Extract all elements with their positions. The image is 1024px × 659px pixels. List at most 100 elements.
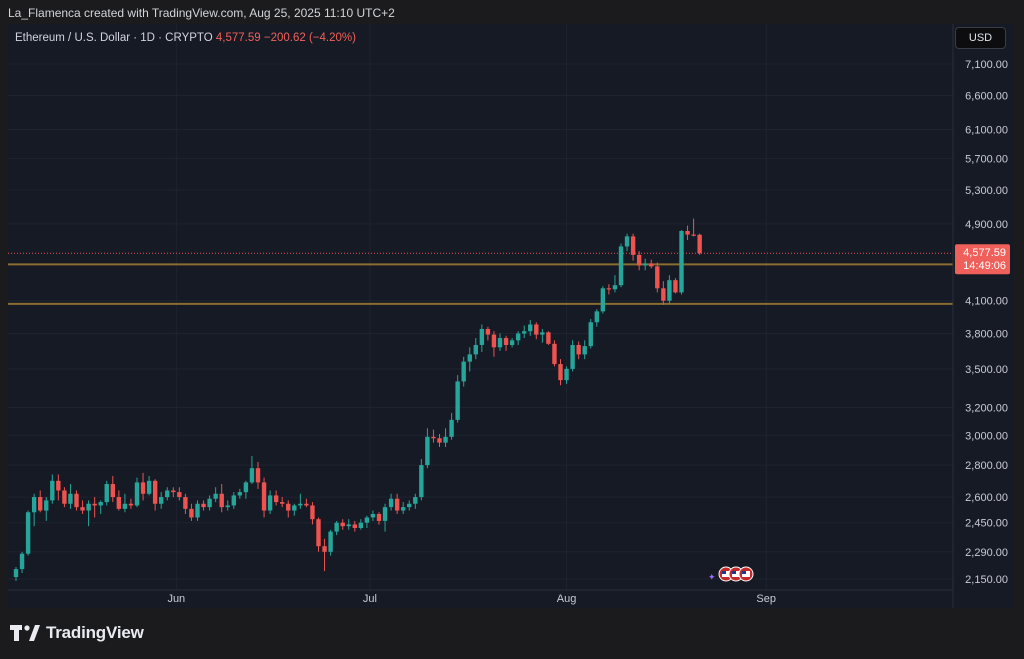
candle bbox=[697, 233, 702, 255]
candle bbox=[286, 500, 291, 518]
candle bbox=[80, 500, 85, 514]
candle-body bbox=[273, 495, 279, 503]
candle-body bbox=[636, 254, 642, 266]
levels-layer bbox=[8, 252, 953, 305]
candle-body bbox=[624, 236, 630, 247]
candle-body bbox=[346, 524, 351, 527]
candle-body bbox=[286, 503, 291, 511]
candle-body bbox=[407, 503, 412, 508]
candle bbox=[340, 519, 345, 530]
candle bbox=[219, 484, 224, 513]
candle-body bbox=[261, 482, 267, 511]
candle bbox=[431, 429, 436, 443]
price-chart[interactable]: 2,150.00 2,290.00 2,450.00 2,600.00 2,800.00… bbox=[8, 24, 1014, 608]
candle bbox=[612, 275, 618, 293]
flag-canton bbox=[722, 571, 726, 574]
time-tick-label: Sep bbox=[756, 593, 776, 605]
candle bbox=[594, 309, 599, 327]
candle-body bbox=[522, 331, 527, 334]
candle bbox=[189, 503, 194, 521]
candle bbox=[195, 500, 200, 521]
candle bbox=[225, 500, 230, 511]
candle-body bbox=[473, 344, 478, 355]
candle bbox=[104, 480, 109, 506]
candle bbox=[558, 359, 563, 386]
price-tick-label: 3,500.00 bbox=[965, 364, 1008, 376]
price-tick-label: 5,700.00 bbox=[965, 154, 1008, 166]
candle-body bbox=[401, 507, 406, 511]
candle-body bbox=[195, 503, 200, 518]
candle-body bbox=[509, 340, 515, 345]
price-tick-label: 3,200.00 bbox=[965, 403, 1008, 415]
price-tick-label: 2,450.00 bbox=[965, 518, 1008, 530]
time-tick-label: Jun bbox=[167, 593, 185, 605]
candle bbox=[25, 510, 31, 556]
candle bbox=[606, 284, 612, 295]
candle-body bbox=[630, 236, 636, 255]
candle bbox=[273, 490, 279, 506]
candle-body bbox=[249, 468, 255, 483]
time-tick-label: Aug bbox=[557, 593, 577, 605]
candle-body bbox=[467, 354, 472, 362]
candle bbox=[316, 517, 321, 552]
candle-body bbox=[570, 344, 575, 369]
candle-body bbox=[304, 503, 309, 506]
candle-body bbox=[334, 522, 339, 532]
candle-body bbox=[116, 497, 122, 509]
candle bbox=[346, 519, 351, 530]
candle bbox=[280, 497, 285, 508]
candle-body bbox=[98, 502, 103, 506]
candle bbox=[231, 492, 236, 509]
candle bbox=[116, 490, 122, 511]
candle bbox=[588, 318, 593, 349]
candle-body bbox=[219, 493, 224, 508]
price-tick-label: 2,800.00 bbox=[965, 460, 1008, 472]
candle-body bbox=[152, 480, 158, 504]
price-tick-label: 2,290.00 bbox=[965, 547, 1008, 559]
price-tag-value: 4,577.59 bbox=[963, 247, 1006, 259]
candle-body bbox=[140, 482, 146, 494]
candle-body bbox=[394, 498, 400, 511]
candles-layer bbox=[13, 218, 702, 582]
flag-canton bbox=[742, 571, 746, 574]
brand-name: TradingView bbox=[46, 623, 144, 642]
event-markers: ✦ bbox=[708, 566, 754, 583]
candle bbox=[618, 243, 624, 288]
candle bbox=[630, 233, 636, 261]
candle bbox=[171, 487, 176, 498]
candle-body bbox=[165, 490, 170, 498]
candle bbox=[267, 490, 273, 514]
legend-change: −200.62 (−4.20%) bbox=[263, 32, 356, 44]
chart-frame[interactable] bbox=[8, 24, 1014, 608]
candle bbox=[667, 275, 672, 304]
candle bbox=[98, 500, 103, 514]
candle bbox=[146, 476, 152, 496]
candle bbox=[649, 259, 654, 269]
price-tick-label: 3,000.00 bbox=[965, 430, 1008, 442]
candle-body bbox=[643, 263, 648, 266]
candle bbox=[522, 325, 527, 339]
candle bbox=[685, 225, 690, 241]
candle-body bbox=[382, 507, 388, 521]
candle-body bbox=[661, 288, 666, 301]
candle-body bbox=[201, 503, 206, 508]
candle bbox=[643, 258, 648, 271]
candle-body bbox=[316, 519, 321, 547]
candle-body bbox=[679, 230, 684, 293]
candle bbox=[92, 497, 97, 518]
candle-body bbox=[582, 346, 587, 355]
currency-button[interactable]: USD bbox=[955, 27, 1006, 49]
tradingview-brand[interactable]: TradingView bbox=[10, 623, 144, 643]
price-tag-countdown: 14:49:06 bbox=[963, 260, 1006, 272]
candle bbox=[50, 474, 55, 504]
candle-body bbox=[649, 263, 654, 267]
candle bbox=[140, 472, 146, 501]
candle bbox=[491, 331, 497, 357]
candle-body bbox=[485, 328, 491, 335]
candle bbox=[328, 529, 333, 556]
candle bbox=[570, 340, 575, 372]
candle bbox=[31, 493, 37, 527]
candle-body bbox=[328, 531, 333, 552]
time-axis: Jun Jul Aug Sep bbox=[8, 589, 953, 605]
